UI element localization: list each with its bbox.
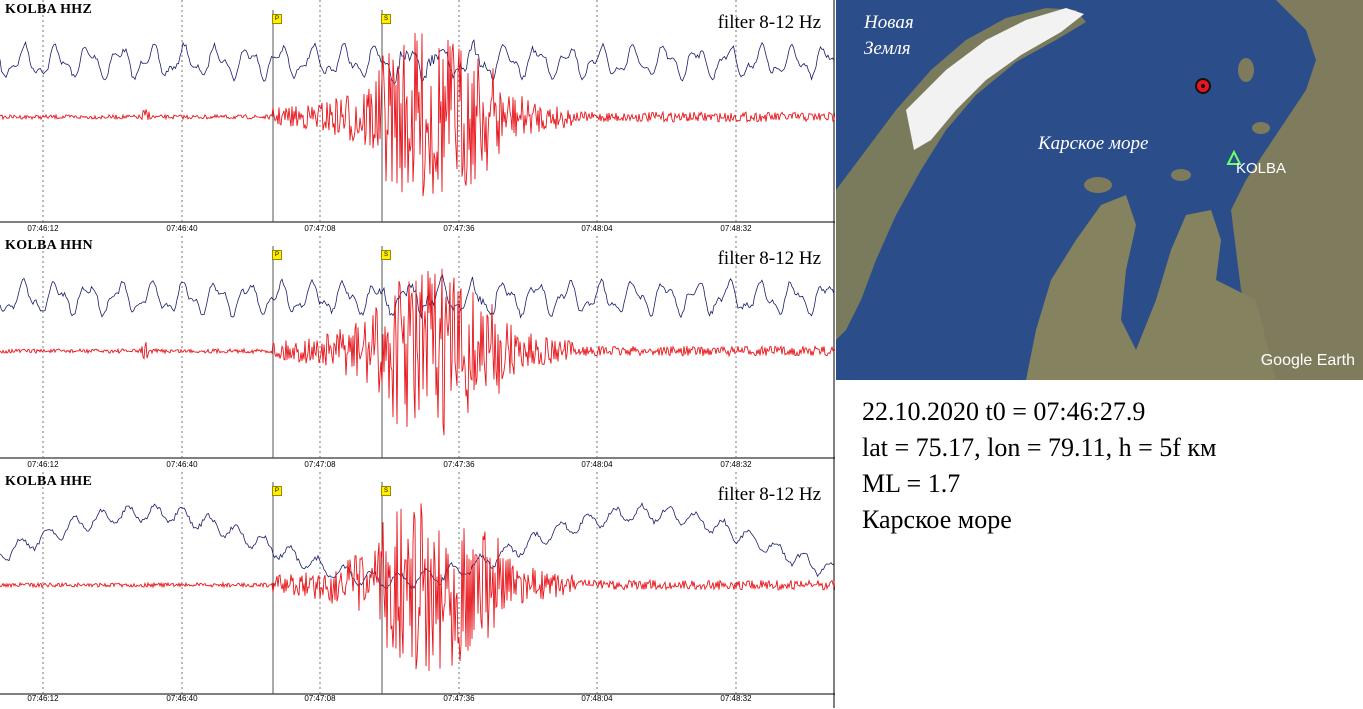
time-tick: 07:47:08	[304, 224, 336, 233]
time-tick: 07:46:40	[166, 694, 198, 703]
filtered-trace	[0, 503, 835, 671]
time-tick: 07:46:12	[27, 224, 59, 233]
mainland-south	[1026, 195, 1276, 380]
sea-label: Карское море	[1038, 133, 1149, 154]
time-tick: 07:48:32	[720, 694, 752, 703]
time-tick: 07:46:12	[27, 694, 59, 703]
trace-panel-hhe: KOLBA HHE filter 8-12 Hz P S 07:46:12 07…	[0, 472, 835, 708]
time-tick: 07:46:40	[166, 224, 198, 233]
time-tick: 07:47:36	[443, 694, 475, 703]
map-imagery	[836, 0, 1363, 380]
google-earth-brand: Google Earth	[1260, 352, 1355, 369]
event-magnitude: ML = 1.7	[862, 469, 961, 498]
time-tick: 07:48:04	[581, 694, 613, 703]
event-region: Карское море	[862, 505, 1012, 534]
time-tick: 07:48:32	[720, 460, 752, 469]
event-location: lat = 75.17, lon = 79.11, h = 5f км	[862, 433, 1217, 462]
time-tick: 07:47:36	[443, 224, 475, 233]
seismogram-hhe	[0, 472, 835, 708]
seismogram-hhz	[0, 0, 835, 236]
event-datetime: 22.10.2020 t0 = 07:46:27.9	[862, 397, 1146, 426]
time-tick: 07:46:12	[27, 460, 59, 469]
trace-panel-hhz: KOLBA HHZ filter 8-12 Hz P S 07:46:12 07…	[0, 0, 835, 236]
filter-label: filter 8-12 Hz	[717, 484, 821, 505]
s-phase-marker[interactable]: S	[381, 250, 391, 260]
satellite-map[interactable]: Новая Земля Карское море KOLBA Google Ea…	[836, 0, 1363, 380]
filter-label: filter 8-12 Hz	[717, 248, 821, 269]
station-label: KOLBA HHZ	[5, 2, 93, 17]
event-info: 22.10.2020 t0 = 07:46:27.9 lat = 75.17, …	[862, 394, 1352, 538]
time-tick: 07:48:32	[720, 224, 752, 233]
s-phase-marker[interactable]: S	[381, 486, 391, 496]
trace-panel-hhn: KOLBA HHN filter 8-12 Hz P S 07:46:12 07…	[0, 236, 835, 472]
p-phase-marker[interactable]: P	[272, 14, 282, 24]
time-tick: 07:47:08	[304, 460, 336, 469]
time-tick: 07:48:04	[581, 224, 613, 233]
filtered-trace	[0, 32, 835, 197]
time-tick: 07:47:08	[304, 694, 336, 703]
time-tick: 07:47:36	[443, 460, 475, 469]
p-phase-marker[interactable]: P	[272, 250, 282, 260]
station-label: KOLBA HHN	[5, 238, 93, 253]
filter-label: filter 8-12 Hz	[717, 12, 821, 33]
mainland-east	[1231, 0, 1363, 380]
s-phase-marker[interactable]: S	[381, 14, 391, 24]
p-phase-marker[interactable]: P	[272, 486, 282, 496]
station-triangle	[1226, 149, 1242, 165]
glacier	[906, 8, 1084, 150]
time-tick: 07:46:40	[166, 460, 198, 469]
island-label: Новая Земля	[864, 12, 914, 59]
raw-trace	[0, 502, 835, 592]
station-label: KOLBA HHE	[5, 474, 93, 489]
seismogram-hhn	[0, 236, 835, 472]
station-map-label: KOLBA	[1236, 160, 1287, 177]
time-tick: 07:48:04	[581, 460, 613, 469]
raw-trace	[0, 274, 835, 320]
filtered-trace	[0, 268, 835, 436]
